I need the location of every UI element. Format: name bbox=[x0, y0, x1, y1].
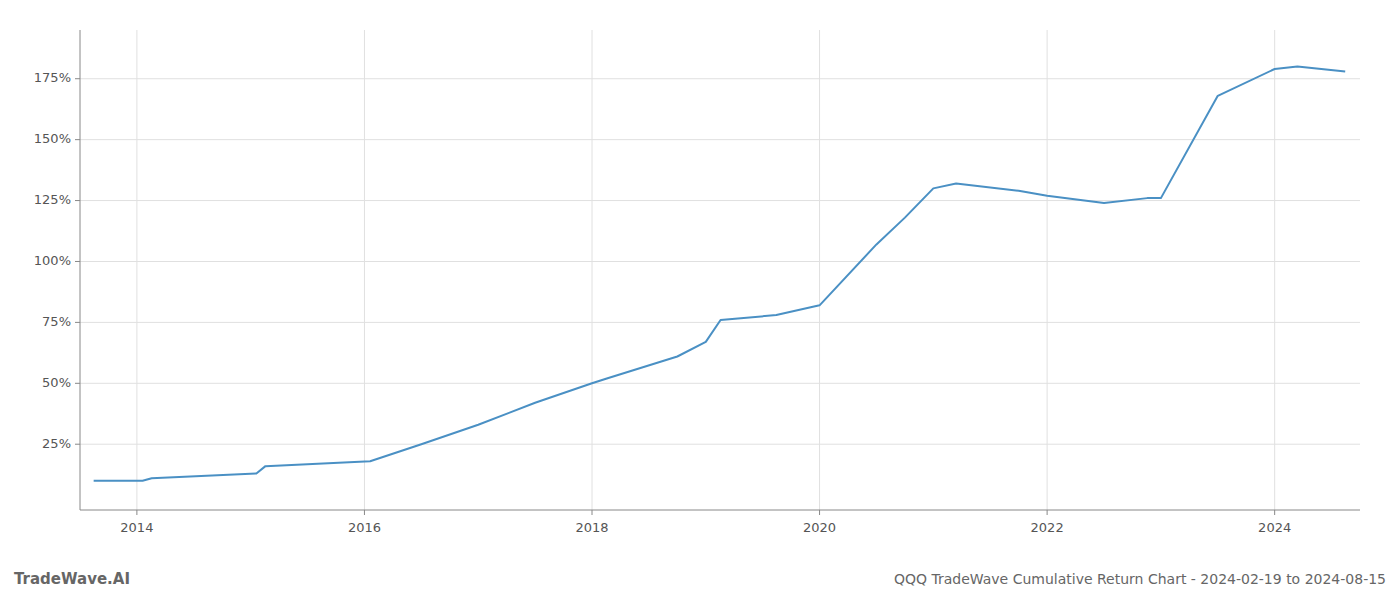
x-tick bbox=[1274, 510, 1275, 515]
y-tick-label: 150% bbox=[34, 131, 71, 146]
x-grid-line bbox=[1047, 30, 1048, 510]
y-grid-line bbox=[80, 78, 1360, 79]
y-tick-label: 50% bbox=[42, 375, 71, 390]
y-grid-line bbox=[80, 444, 1360, 445]
x-grid-line bbox=[819, 30, 820, 510]
title: QQQ TradeWave Cumulative Return Chart - … bbox=[894, 571, 1386, 587]
x-tick-label: 2014 bbox=[120, 520, 153, 535]
y-tick bbox=[75, 139, 80, 140]
y-axis-line bbox=[80, 30, 81, 510]
y-tick bbox=[75, 383, 80, 384]
x-grid-line bbox=[592, 30, 593, 510]
y-tick bbox=[75, 322, 80, 323]
y-grid-line bbox=[80, 261, 1360, 262]
x-tick bbox=[136, 510, 137, 515]
x-grid-line bbox=[136, 30, 137, 510]
x-tick bbox=[819, 510, 820, 515]
x-tick-label: 2016 bbox=[348, 520, 381, 535]
y-tick-label: 175% bbox=[34, 70, 71, 85]
x-tick-label: 2020 bbox=[803, 520, 836, 535]
y-tick-label: 75% bbox=[42, 314, 71, 329]
y-tick-label: 100% bbox=[34, 253, 71, 268]
y-tick bbox=[75, 78, 80, 79]
axes: 25% 50% 75% 100% 125% 150% 175% 2014 2016 2018 202… bbox=[34, 30, 1360, 535]
x-tick bbox=[1047, 510, 1048, 515]
plot-area bbox=[94, 67, 1346, 481]
x-tick-label: 2018 bbox=[575, 520, 608, 535]
x-tick-label: 2022 bbox=[1031, 520, 1064, 535]
x-tick bbox=[592, 510, 593, 515]
x-axis-line bbox=[80, 510, 1360, 511]
x-tick bbox=[364, 510, 365, 515]
y-grid-line bbox=[80, 139, 1360, 140]
line-series bbox=[94, 67, 1346, 481]
chart-container: 25% 50% 75% 100% 125% 150% 175% 2014 2016 2018 202… bbox=[0, 0, 1400, 600]
y-tick bbox=[75, 444, 80, 445]
y-tick-label: 125% bbox=[34, 192, 71, 207]
watermark: TradeWave.AI bbox=[14, 570, 130, 588]
y-grid-line bbox=[80, 200, 1360, 201]
x-grid-line bbox=[364, 30, 365, 510]
y-tick bbox=[75, 261, 80, 262]
x-tick-label: 2024 bbox=[1258, 520, 1291, 535]
y-tick-label: 25% bbox=[42, 436, 71, 451]
x-grid-line bbox=[1274, 30, 1275, 510]
y-tick bbox=[75, 200, 80, 201]
y-grid-line bbox=[80, 383, 1360, 384]
grid bbox=[80, 30, 1360, 510]
chart: 25% 50% 75% 100% 125% 150% 175% 2014 2016 2018 202… bbox=[0, 0, 1400, 600]
